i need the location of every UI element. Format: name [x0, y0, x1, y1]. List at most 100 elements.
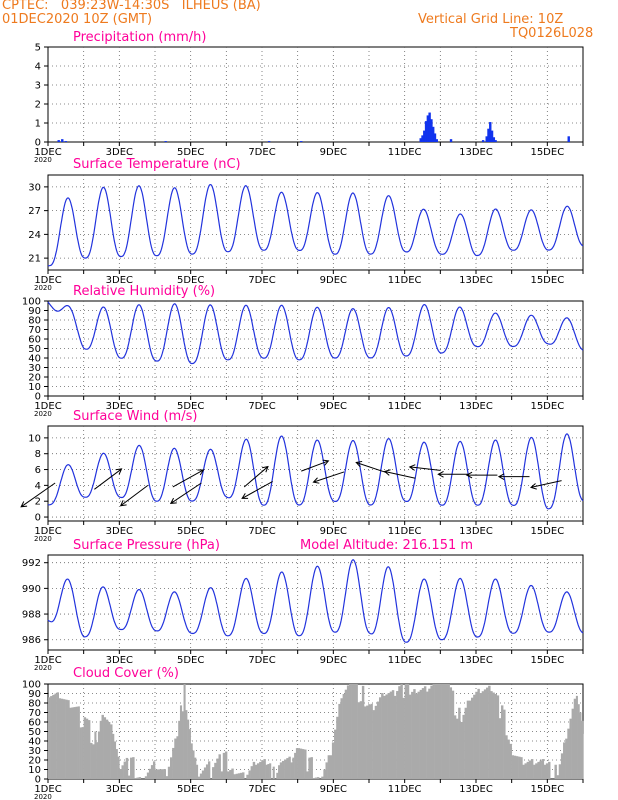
cloud-bar	[323, 769, 326, 779]
cloud-bar	[496, 695, 500, 779]
cloud-bar	[199, 773, 203, 779]
cloud-bar	[272, 766, 275, 779]
cloud-bar	[543, 764, 547, 779]
cloud-bar	[299, 748, 303, 779]
x-tick-label: 3DEC	[106, 147, 133, 158]
x-tick-year: 2020	[34, 410, 52, 418]
x-tick-label: 1DEC	[34, 655, 61, 666]
cloud-bar	[581, 720, 584, 779]
cloud-bar	[306, 771, 309, 779]
cloud-bar	[113, 741, 117, 779]
cloud-bar	[312, 778, 316, 779]
cloud-bar	[505, 735, 508, 779]
cloud-bar	[165, 776, 169, 779]
cloud-bar	[376, 701, 380, 779]
cloud-bar	[545, 763, 549, 779]
cloud-bar	[157, 769, 160, 779]
cloud-bar	[327, 755, 331, 779]
cloud-bar	[507, 739, 510, 779]
wind-arrow	[497, 473, 530, 480]
cloud-bar	[310, 757, 313, 779]
x-tick-label: 7DEC	[248, 147, 275, 158]
cloud-bar	[389, 691, 393, 779]
cloud-bar	[146, 772, 150, 779]
precip-bar	[421, 135, 424, 142]
cloud-bar	[381, 693, 384, 779]
x-tick-label: 5DEC	[177, 275, 204, 286]
wind-arrow	[437, 470, 469, 478]
cloud-bar	[331, 742, 335, 779]
cloud-bar	[246, 774, 249, 779]
cloud-bar	[436, 684, 440, 779]
precip-bar	[485, 136, 488, 142]
cloud-bar	[316, 777, 320, 779]
y-tick-label: 40	[28, 354, 41, 365]
cloud-bar	[404, 684, 408, 779]
wind-arrow	[20, 482, 56, 508]
cloud-bar	[338, 703, 341, 779]
x-tick-label: 7DEC	[248, 655, 275, 666]
cloud-bar	[308, 757, 311, 779]
cloud-bar	[541, 759, 545, 779]
cloud-bar	[321, 776, 324, 779]
cloud-bar	[415, 693, 418, 779]
cloud-bar	[361, 685, 365, 779]
grid-line-label: Vertical Grid Line: 10Z	[418, 12, 564, 27]
x-tick-label: 3DEC	[106, 655, 133, 666]
cloud-bar	[188, 729, 191, 779]
cloud-bar	[533, 764, 536, 779]
run-date-label: 01DEC2020 10Z (GMT)	[2, 12, 153, 27]
cloud-bar	[554, 764, 557, 779]
cloud-bar	[423, 686, 427, 779]
precip-bar	[435, 139, 438, 142]
cloud-bar	[398, 686, 401, 779]
cloud-bar	[284, 759, 287, 779]
x-tick-label: 5DEC	[177, 655, 204, 666]
y-tick-label: 80	[28, 316, 41, 327]
wind-arrow	[383, 469, 416, 479]
cloud-bar	[69, 707, 72, 779]
series-line	[47, 301, 584, 365]
cloud-bar	[567, 728, 570, 779]
x-tick-label: 1DEC	[34, 147, 61, 158]
header: CPTEC: 039:23W-14:30S ILHEUS (BA) 01DEC2…	[0, 0, 618, 41]
cloud-bar	[259, 761, 262, 779]
y-tick-label: 6	[35, 465, 41, 476]
cloud-bar	[571, 708, 575, 779]
cloud-bar	[134, 778, 137, 779]
cloud-bar	[83, 717, 87, 779]
cloud-bar	[346, 685, 350, 779]
cloud-bar	[269, 763, 272, 779]
wind-arrow	[94, 468, 123, 490]
x-tick-label: 3DEC	[106, 784, 133, 795]
cloud-bar	[56, 692, 59, 779]
y-tick-label: 4	[35, 481, 41, 492]
series-line	[47, 183, 584, 267]
cloud-bar	[344, 689, 348, 779]
cloud-bar	[560, 753, 564, 779]
cloud-bar	[340, 698, 343, 779]
cloud-bar	[97, 731, 101, 779]
x-tick-label: 11DEC	[388, 784, 422, 795]
cloud-bar	[417, 691, 420, 779]
cloud-bar	[479, 693, 483, 779]
cloud-bar	[110, 724, 113, 779]
cloud-bar	[325, 762, 328, 779]
cloud-bar	[419, 689, 423, 779]
cloud-bar	[297, 748, 301, 779]
cloud-bar	[60, 698, 64, 779]
x-tick-label: 11DEC	[388, 655, 422, 666]
cloud-bar	[441, 684, 444, 779]
cloud-bar	[368, 704, 371, 779]
cloud-bar	[432, 684, 435, 779]
y-tick-label: 986	[22, 635, 41, 646]
cloud-bar	[530, 759, 534, 779]
cloud-bar	[413, 689, 416, 779]
x-tick-label: 13DEC	[459, 526, 493, 537]
y-tick-label: 90	[28, 689, 41, 700]
cloud-bar	[378, 697, 382, 779]
cloud-bar	[99, 720, 102, 779]
y-tick-label: 30	[28, 363, 41, 374]
x-tick-label: 13DEC	[459, 401, 493, 412]
